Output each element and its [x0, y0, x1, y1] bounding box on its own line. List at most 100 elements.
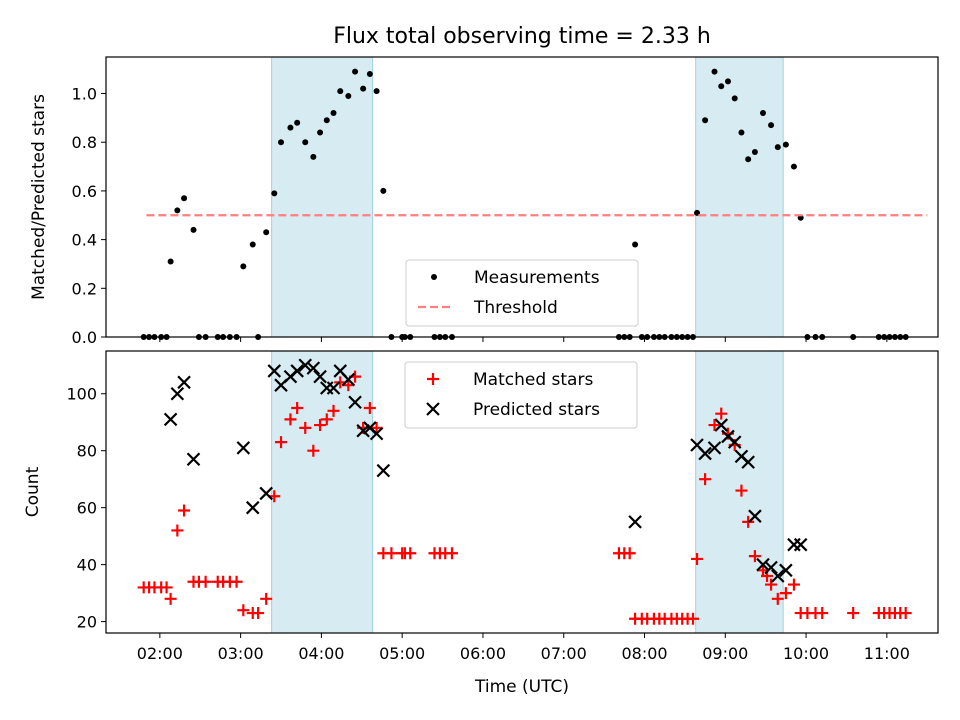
matched-star-point [178, 504, 191, 517]
measurement-point [337, 88, 344, 95]
measurement-point [768, 122, 775, 129]
matched-star-point [260, 592, 273, 605]
predicted-star-point [163, 412, 178, 427]
measurement-point [167, 258, 174, 265]
measurement-point [249, 241, 256, 248]
matched-star-point [230, 575, 243, 588]
matched-star-point [445, 547, 458, 560]
measurement-point [711, 68, 718, 75]
matched-star-point [742, 515, 755, 528]
measurement-point [738, 129, 745, 136]
matched-star-point [237, 604, 250, 617]
matched-star-point [765, 578, 778, 591]
x-tick-label: 06:00 [460, 644, 506, 663]
measurement-point [174, 207, 181, 214]
matched-star-point [199, 575, 212, 588]
matched-star-point [252, 607, 265, 620]
count-panel-xlabel: Time (UTC) [474, 677, 569, 697]
predicted-star-point [290, 364, 304, 378]
count-panel-legend: Matched stars Predicted stars [404, 361, 638, 429]
x-tick-label: 07:00 [541, 644, 587, 663]
observing-window-shade [695, 350, 784, 634]
measurement-point [271, 190, 278, 197]
predicted-star-point [376, 463, 391, 478]
matched-star-point [816, 607, 829, 620]
matched-star-point [363, 401, 376, 414]
matched-star-point [623, 547, 636, 560]
y-tick-label: 0.6 [72, 182, 97, 201]
measurement-point [724, 78, 731, 85]
matched-star-point [314, 419, 327, 432]
x-tick-label: 05:00 [379, 644, 425, 663]
matched-star-point [171, 524, 184, 537]
matched-star-point [708, 419, 721, 432]
measurement-point [323, 117, 330, 124]
predicted-star-point [259, 486, 273, 501]
legend-matched-swatch [427, 373, 439, 385]
count-panel-ylabel: Count [23, 466, 43, 517]
matched-star-point [370, 421, 383, 434]
matched-star-point [779, 587, 792, 600]
matched-star-point [699, 473, 712, 486]
measurement-point [360, 85, 367, 92]
predicted-star-point [727, 435, 742, 449]
measurement-point [366, 71, 373, 78]
measurement-point [782, 141, 789, 148]
predicted-star-point [714, 418, 729, 432]
predicted-star-point [628, 515, 642, 529]
measurement-point [310, 153, 317, 160]
predicted-star-point [764, 560, 778, 575]
legend-label: Measurements [474, 268, 600, 288]
measurement-point [190, 226, 197, 233]
predicted-star-point [771, 569, 785, 583]
measurement-point [317, 129, 324, 136]
y-tick-label: 80 [77, 442, 97, 461]
predicted-star-point [170, 386, 185, 401]
y-tick-label: 40 [77, 556, 97, 575]
predicted-star-point [779, 563, 793, 578]
count-panel: 20 40 60 80 100 02:00 03:00 04:00 05:00 06:00 07:0… [23, 350, 939, 697]
predicted-star-point [787, 537, 801, 552]
measurement-point [731, 95, 738, 102]
x-tick-label: 08:00 [621, 644, 667, 663]
predicted-star-point [267, 364, 282, 378]
measurement-point [373, 88, 380, 95]
x-tick-label: 10:00 [783, 644, 829, 663]
predicted-star-point [756, 557, 770, 572]
measurement-point [287, 124, 294, 131]
matched-star-point [284, 413, 297, 426]
x-tick-label: 11:00 [864, 644, 910, 663]
matched-star-point [164, 592, 177, 605]
legend-box [404, 361, 638, 429]
y-tick-label: 0.4 [72, 231, 97, 250]
predicted-star-point [341, 372, 356, 387]
measurement-point [263, 229, 270, 236]
matched-star-point [899, 607, 912, 620]
predicted-star-point [236, 441, 251, 455]
matched-star-point [691, 552, 704, 565]
predicted-star-point [306, 361, 321, 375]
y-tick-label: 20 [77, 613, 97, 632]
matched-star-point [771, 592, 784, 605]
y-tick-label: 1.0 [72, 85, 97, 104]
measurement-point [790, 163, 797, 170]
matched-star-point [404, 547, 417, 560]
matched-star-point [320, 413, 333, 426]
observing-window-shade [271, 350, 374, 634]
measurement-point [330, 110, 337, 116]
predicted-star-point [313, 369, 327, 384]
measurement-point [718, 83, 725, 90]
measurement-point [345, 92, 352, 99]
y-tick-label: 60 [77, 499, 97, 518]
measurement-point [302, 139, 309, 146]
legend-box [405, 259, 639, 327]
matched-star-point [307, 444, 320, 457]
matched-star-point [342, 379, 355, 392]
matched-star-point [787, 578, 800, 591]
y-tick-label: 0.8 [72, 133, 97, 152]
matched-star-point [847, 607, 860, 620]
measurement-point [380, 187, 387, 194]
x-tick-label: 04:00 [298, 644, 344, 663]
predicted-star-point [793, 537, 808, 552]
